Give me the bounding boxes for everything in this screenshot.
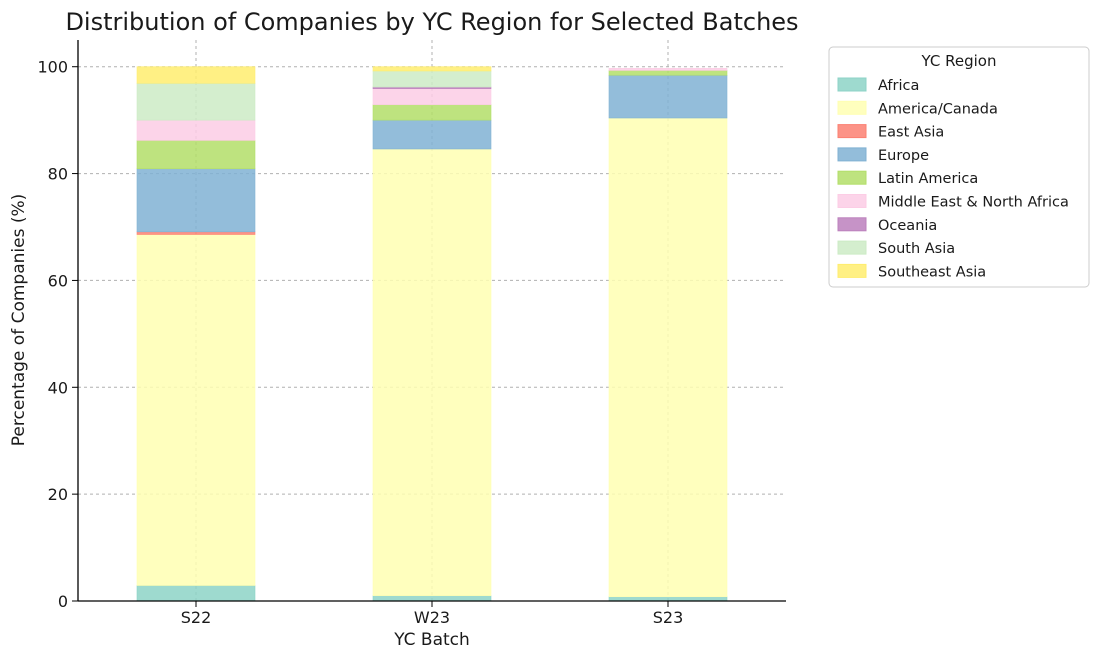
bar-segment bbox=[608, 74, 728, 119]
axes: 0 20 40 60 80 100 S22 W23 S23 bbox=[37, 40, 786, 627]
legend-swatch bbox=[837, 147, 867, 162]
bars bbox=[136, 66, 728, 602]
x-tick-label: W23 bbox=[414, 608, 450, 627]
legend-swatch bbox=[837, 240, 867, 255]
y-tick-label: 80 bbox=[48, 165, 68, 184]
legend-swatch bbox=[837, 100, 867, 115]
bar-segment bbox=[372, 148, 492, 596]
legend-swatch bbox=[837, 263, 867, 278]
legend-label: Middle East & North Africa bbox=[878, 195, 1069, 211]
chart-title: Distribution of Companies by YC Region f… bbox=[65, 8, 798, 36]
bar-segment bbox=[136, 231, 256, 235]
bar-segment bbox=[608, 117, 728, 598]
y-tick-label: 20 bbox=[48, 485, 68, 504]
bar-segment bbox=[372, 104, 492, 121]
bar-segment bbox=[372, 70, 492, 88]
bar-segment bbox=[136, 168, 256, 233]
y-axis-label: Percentage of Companies (%) bbox=[9, 194, 29, 447]
y-tick-label: 100 bbox=[37, 58, 68, 77]
legend-swatch bbox=[837, 217, 867, 232]
legend-label: South Asia bbox=[878, 241, 955, 257]
bar-segment bbox=[372, 595, 492, 602]
legend-label: Southeast Asia bbox=[878, 264, 986, 280]
legend-label: America/Canada bbox=[878, 101, 998, 117]
legend: YC Region Africa America/Canada East Asia E… bbox=[828, 46, 1090, 288]
bar-segment bbox=[372, 88, 492, 105]
x-tick-label: S22 bbox=[181, 608, 212, 627]
legend-swatch bbox=[837, 77, 867, 92]
bar-segment bbox=[136, 140, 256, 170]
y-tick-label: 40 bbox=[48, 378, 68, 397]
legend-swatch bbox=[837, 124, 867, 139]
bar-segment bbox=[608, 68, 728, 71]
y-tick-label: 60 bbox=[48, 271, 68, 290]
bar-segment bbox=[136, 119, 256, 141]
x-axis-label: YC Batch bbox=[393, 630, 470, 650]
bar-segment bbox=[136, 66, 256, 84]
legend-swatch bbox=[837, 194, 867, 208]
legend-items: Africa America/Canada East Asia Europe Latin… bbox=[837, 77, 1069, 280]
legend-frame bbox=[828, 46, 1090, 288]
legend-label: Latin America bbox=[878, 171, 978, 187]
legend-label: Europe bbox=[878, 148, 929, 164]
bar-segment bbox=[372, 66, 492, 72]
bar-segment bbox=[136, 234, 256, 586]
bar-segment bbox=[372, 119, 492, 150]
legend-label: Oceania bbox=[878, 218, 937, 234]
y-tick-label: 0 bbox=[58, 592, 68, 611]
legend-label: East Asia bbox=[878, 125, 944, 141]
legend-label: Africa bbox=[878, 78, 919, 94]
bar-segment bbox=[608, 70, 728, 76]
bar-segment bbox=[136, 585, 256, 602]
bar-segment bbox=[136, 82, 256, 121]
legend-title: YC Region bbox=[921, 52, 997, 70]
x-tick-label: S23 bbox=[653, 608, 684, 627]
legend-swatch bbox=[837, 170, 867, 185]
